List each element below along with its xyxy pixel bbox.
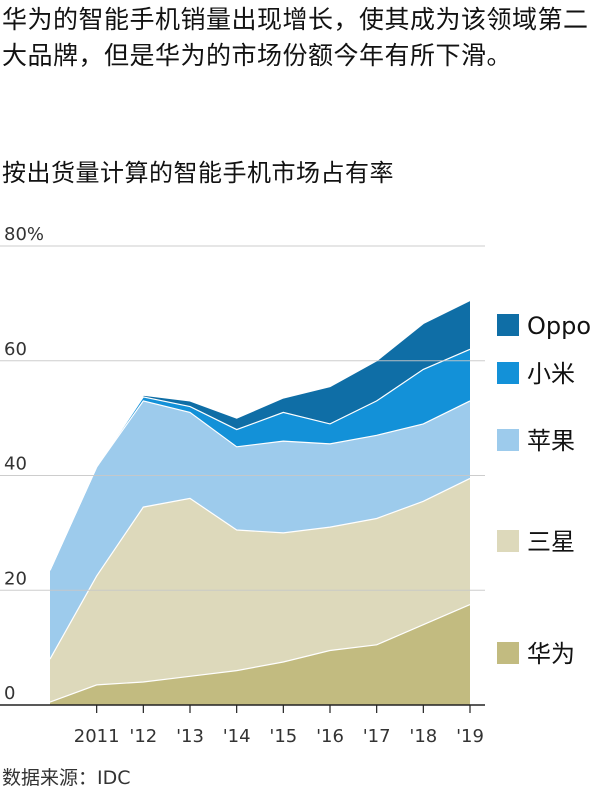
chart-title: 按出货量计算的智能手机市场占有率 [2,159,394,187]
legend: 华为 三星 苹果 小米 Oppo [497,312,591,668]
source-note: 数据来源：IDC [2,767,131,789]
gridlines [0,245,485,591]
legend-swatch [497,642,519,664]
legend-label: 小米 [527,360,575,388]
legend-label: 苹果 [527,427,575,455]
legend-swatch [497,314,519,336]
legend-swatch [497,362,519,384]
series-line-3 [49,400,471,571]
x-axis [0,704,485,713]
area-3 [50,400,470,660]
x-tick-labels: 2011 '12 '13 '14 '15 '16 '17 '18 '19 [74,726,484,747]
legend-label: Oppo [527,312,591,340]
y-tick-label: 40 [4,454,27,475]
legend-label: 华为 [527,640,575,668]
x-tick-label: '16 [316,726,344,747]
x-tick-label: '12 [129,726,157,747]
x-tick-label: '14 [223,726,251,747]
series-line-1 [49,604,471,703]
area-1 [50,604,470,705]
x-tick-label: '19 [456,726,484,747]
legend-label: 三星 [527,528,575,556]
headline: 华为的智能手机销量出现增长，使其成为该领域第二大品牌，但是华为的市场份额今年有所… [2,5,589,70]
x-tick-label: '17 [363,726,391,747]
legend-swatch [497,429,519,451]
x-tick-label: 2011 [74,726,120,747]
series-line-5 [49,299,471,571]
legend-swatch [497,530,519,552]
area-4 [50,349,470,571]
y-tick-label: 60 [4,339,27,360]
y-tick-label: 80% [4,224,44,245]
x-tick-label: '15 [269,726,297,747]
y-tick-label: 20 [4,568,27,589]
series-line-2 [49,477,471,660]
x-tick-label: '13 [176,726,204,747]
x-tick-label: '18 [409,726,437,747]
y-tick-label: 0 [4,683,15,704]
y-tick-labels: 0 20 40 60 80% [4,224,44,704]
